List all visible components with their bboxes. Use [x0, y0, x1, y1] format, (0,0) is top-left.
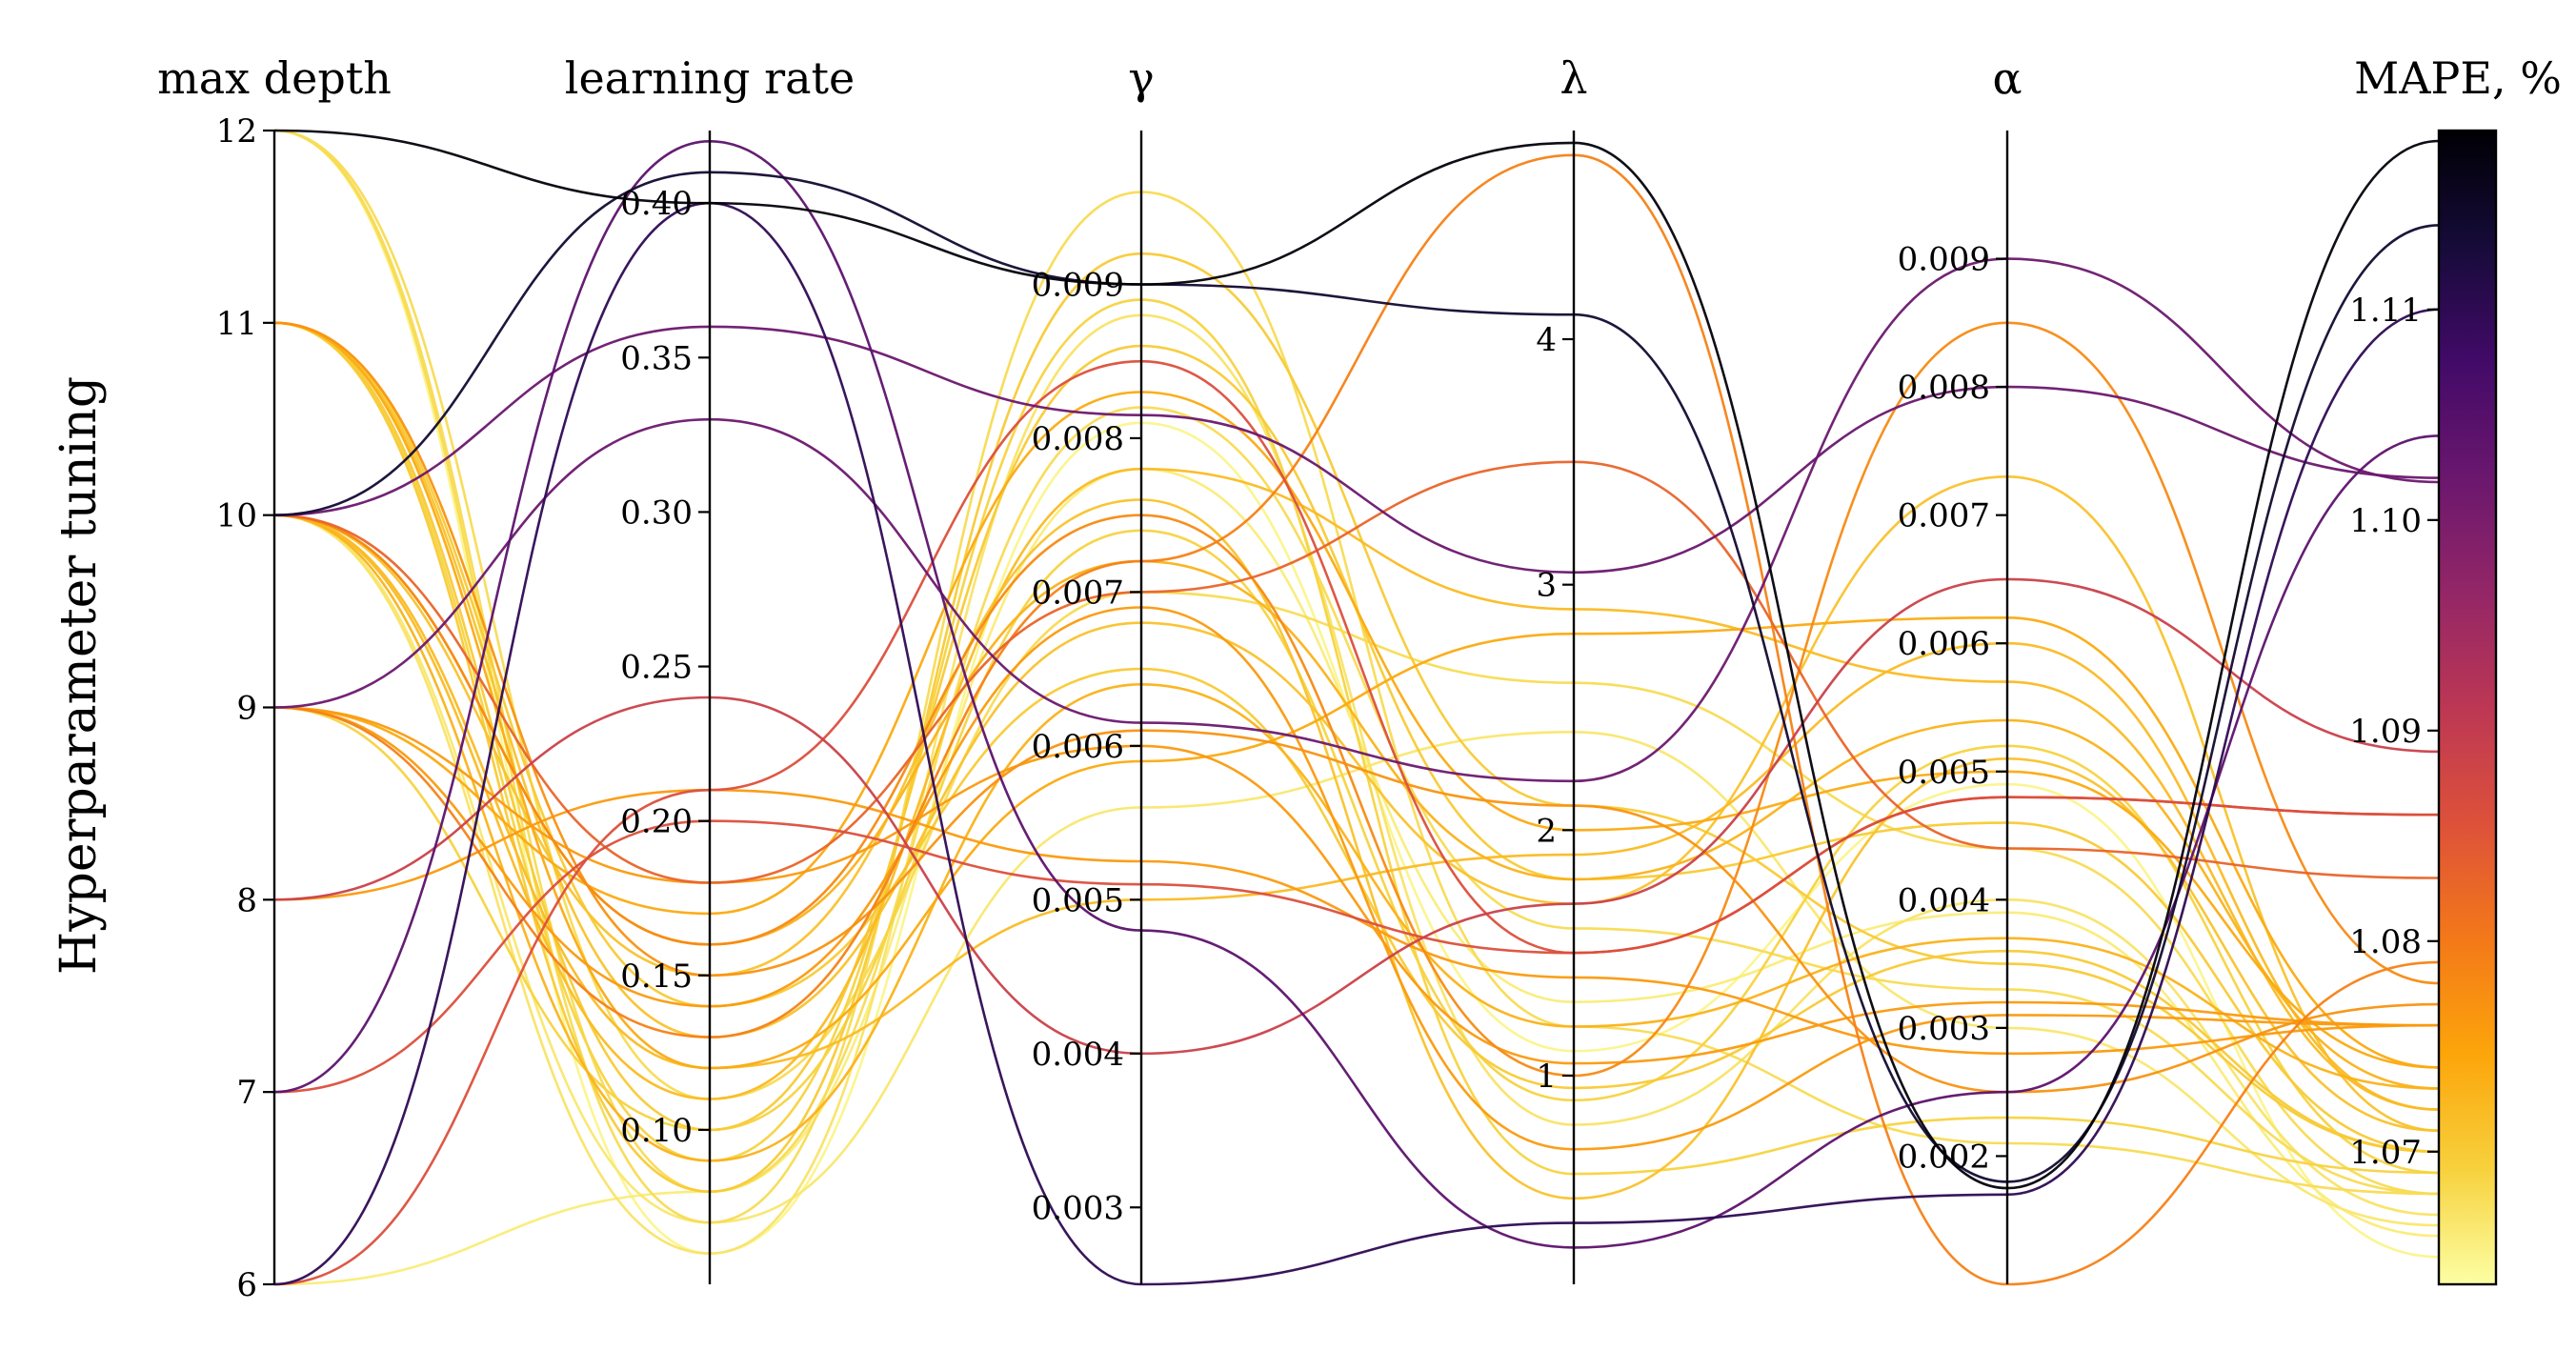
series-line-20 [273, 129, 2440, 1224]
tick-label-learning_rate: 0.35 [620, 339, 693, 377]
series-line-12 [273, 153, 2440, 1286]
series-line-13 [273, 321, 2440, 1078]
tick-label-max_depth: 10 [216, 497, 257, 535]
series-line-14 [273, 321, 2440, 1070]
tick-label-mape: 1.11 [2349, 292, 2422, 330]
series-lines [273, 129, 2440, 1286]
series-line-3 [273, 201, 2440, 1286]
colorbar [2437, 129, 2498, 1286]
axis-title-alpha: α [1992, 52, 2022, 104]
tick-label-lambda: 3 [1536, 567, 1557, 605]
tick-label-gamma: 0.008 [1032, 420, 1124, 458]
y-axis-label: Hyperparameter tuning [50, 376, 108, 975]
tick-label-learning_rate: 0.25 [620, 649, 693, 687]
tick-label-alpha: 0.008 [1898, 369, 1990, 407]
tick-label-max_depth: 6 [236, 1266, 257, 1304]
tick-label-mape: 1.10 [2349, 502, 2422, 540]
tick-label-learning_rate: 0.15 [620, 958, 693, 996]
tick-label-gamma: 0.003 [1032, 1189, 1124, 1227]
series-line-25 [273, 321, 2440, 1132]
tick-label-lambda: 4 [1536, 321, 1557, 359]
tick-label-max_depth: 12 [216, 112, 257, 151]
axis-title-gamma: γ [1128, 52, 1155, 104]
series-line-17 [273, 514, 2440, 1162]
axis-title-max_depth: max depth [157, 52, 392, 104]
series-line-5 [273, 257, 2440, 783]
tick-label-alpha: 0.009 [1898, 241, 1990, 279]
tick-label-lambda: 2 [1536, 812, 1557, 850]
tick-label-gamma: 0.005 [1032, 881, 1124, 919]
tick-label-alpha: 0.007 [1898, 497, 1990, 535]
series-line-24 [273, 529, 2440, 1175]
series-line-11 [273, 321, 2440, 1094]
tick-label-lambda: 1 [1536, 1058, 1557, 1096]
tick-label-learning_rate: 0.20 [620, 803, 693, 841]
tick-label-alpha: 0.005 [1898, 754, 1990, 792]
tick-label-learning_rate: 0.40 [620, 185, 693, 223]
tick-label-learning_rate: 0.30 [620, 494, 693, 532]
tick-label-alpha: 0.002 [1898, 1138, 1990, 1176]
series-line-26 [273, 514, 2440, 1227]
series-line-30 [273, 298, 2440, 1176]
tick-label-mape: 1.09 [2349, 713, 2422, 751]
tick-label-gamma: 0.007 [1032, 574, 1124, 612]
tick-label-alpha: 0.006 [1898, 625, 1990, 663]
tick-label-gamma: 0.006 [1032, 728, 1124, 766]
series-line-29 [273, 514, 2440, 1111]
axis-title-learning_rate: learning rate [565, 52, 855, 104]
series-line-15 [273, 788, 2440, 1056]
tick-label-gamma: 0.004 [1032, 1036, 1124, 1074]
series-line-22 [273, 313, 2440, 1255]
tick-label-gamma: 0.009 [1032, 266, 1124, 304]
tick-label-alpha: 0.004 [1898, 881, 1990, 919]
axis-title-mape: MAPE, % [2354, 52, 2562, 104]
tick-label-mape: 1.08 [2349, 923, 2422, 961]
series-line-21 [273, 321, 2440, 1154]
series-line-36 [273, 706, 2440, 1065]
tick-label-alpha: 0.003 [1898, 1010, 1990, 1048]
series-line-4 [273, 325, 2440, 575]
series-line-28 [273, 129, 2440, 1259]
tick-label-learning_rate: 0.10 [620, 1112, 693, 1150]
tick-label-max_depth: 9 [236, 690, 257, 728]
series-line-6 [273, 139, 2440, 1249]
series-line-1 [273, 129, 2440, 1190]
series-line-32 [273, 498, 2440, 1200]
tick-label-mape: 1.07 [2349, 1134, 2422, 1172]
series-line-31 [273, 391, 2440, 1069]
tick-label-max_depth: 7 [236, 1074, 257, 1112]
tick-label-max_depth: 11 [216, 305, 257, 343]
series-line-9 [273, 359, 2440, 1286]
series-line-7 [273, 577, 2440, 1056]
tick-label-max_depth: 8 [236, 881, 257, 919]
axis-title-lambda: λ [1560, 52, 1587, 104]
